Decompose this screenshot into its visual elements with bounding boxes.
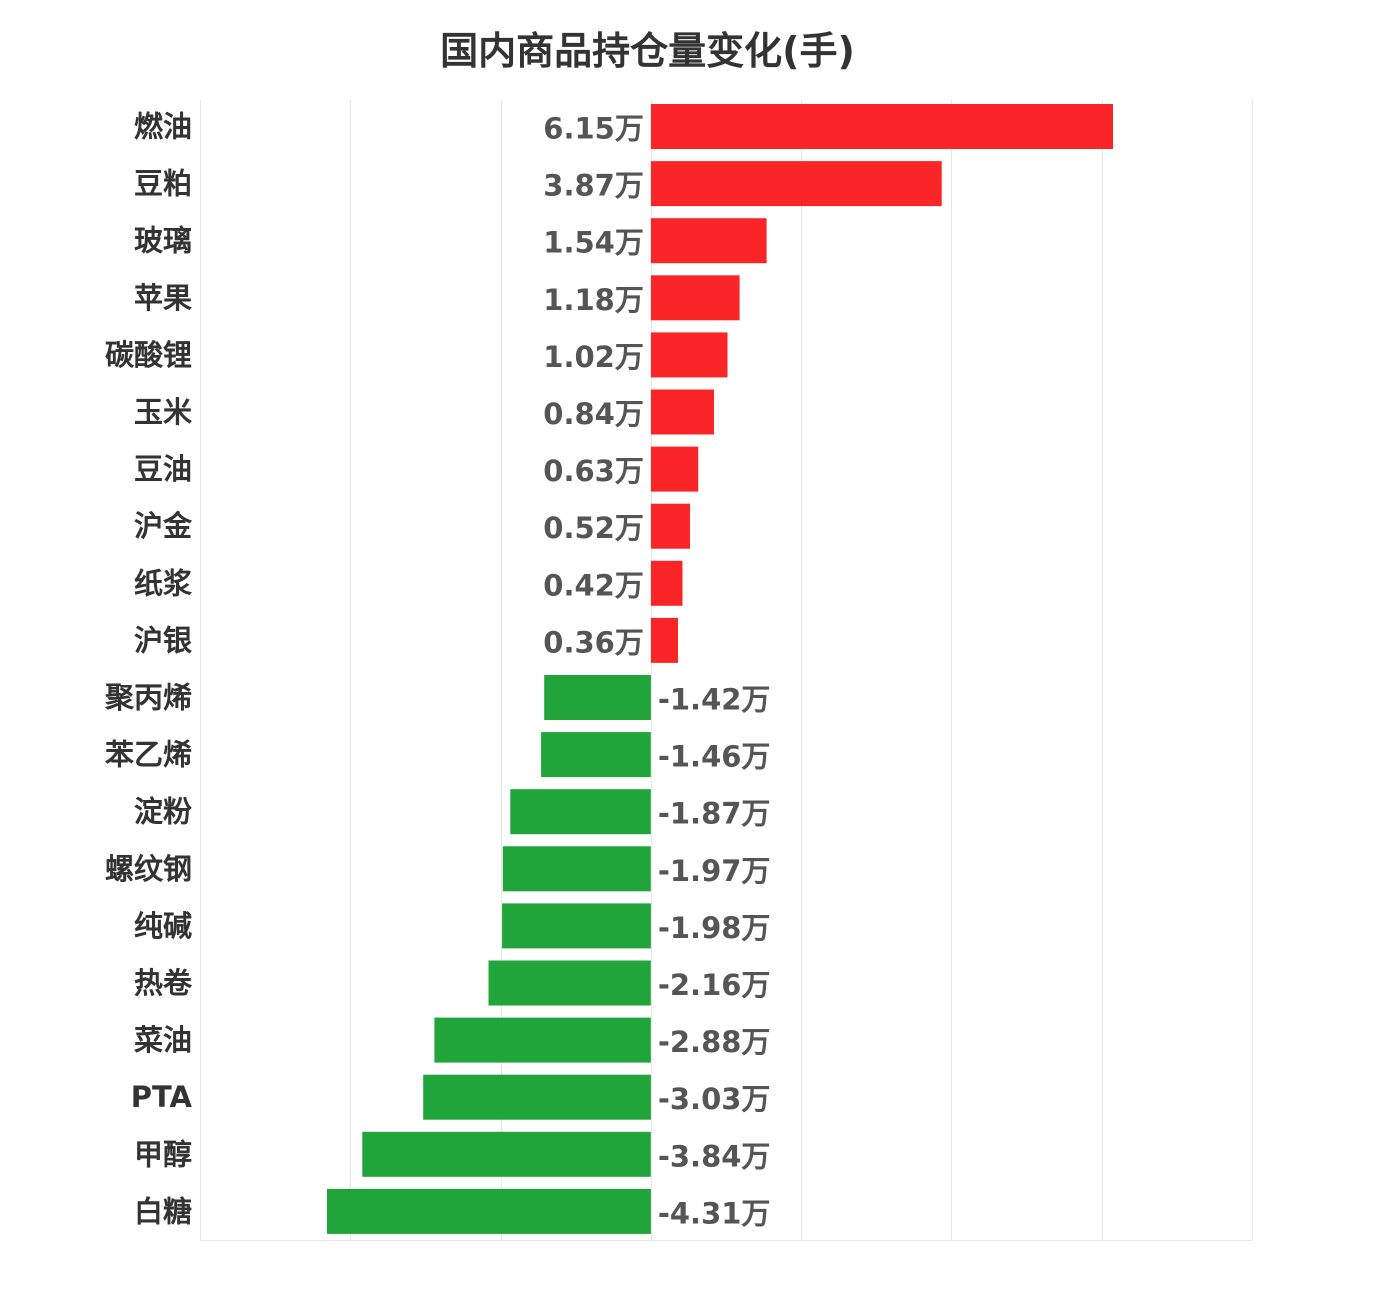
value-label: -1.46万 <box>658 740 771 774</box>
bar-negative <box>362 1131 651 1177</box>
bar-negative <box>327 1188 651 1234</box>
grid-layer <box>200 100 1253 1241</box>
value-label: 1.18万 <box>543 283 644 317</box>
category-label: 豆粕 <box>134 167 192 201</box>
bar-positive <box>650 275 740 321</box>
bar-positive <box>650 446 699 492</box>
category-label: 热卷 <box>134 966 193 1000</box>
category-label: 玻璃 <box>134 224 192 258</box>
value-label: 0.63万 <box>543 454 644 488</box>
category-label: 甲醇 <box>134 1137 192 1171</box>
value-label: -1.42万 <box>658 683 771 717</box>
category-label: 碳酸锂 <box>105 338 192 372</box>
category-label: 沪金 <box>134 509 193 543</box>
chart-title: 国内商品持仓量变化(手) <box>440 29 855 73</box>
value-label: -1.98万 <box>658 911 771 945</box>
bar-negative <box>434 1017 651 1063</box>
category-label: 燃油 <box>134 110 192 144</box>
value-label: 3.87万 <box>543 169 644 203</box>
category-label: 菜油 <box>134 1023 192 1057</box>
category-label: 玉米 <box>134 395 192 429</box>
value-label: -3.84万 <box>658 1139 771 1173</box>
value-label: 0.42万 <box>543 568 644 602</box>
category-label: 淀粉 <box>134 795 192 829</box>
value-label: 6.15万 <box>543 112 644 146</box>
category-label: 螺纹钢 <box>105 852 192 886</box>
category-label: PTA <box>131 1080 193 1114</box>
category-label: 白糖 <box>134 1194 192 1228</box>
category-label: 沪银 <box>134 623 192 657</box>
category-label: 豆油 <box>134 452 192 486</box>
value-label: 1.54万 <box>543 226 644 260</box>
bar-negative <box>502 903 651 949</box>
value-label: 0.84万 <box>543 397 644 431</box>
bar-negative <box>488 960 651 1006</box>
category-label: 纸浆 <box>134 566 193 600</box>
bar-positive <box>650 503 690 549</box>
value-label: 0.52万 <box>543 511 644 545</box>
bar-positive <box>650 332 728 378</box>
bar-negative <box>544 675 651 720</box>
category-label: 苹果 <box>134 281 192 315</box>
bar-positive <box>650 389 714 435</box>
category-label: 苯乙烯 <box>105 738 192 772</box>
bar-negative <box>541 732 651 778</box>
value-label: -2.88万 <box>658 1025 771 1059</box>
category-label: 纯碱 <box>134 909 192 943</box>
value-label: -2.16万 <box>658 968 771 1002</box>
value-label: -1.87万 <box>658 797 771 831</box>
bar-negative <box>502 846 651 892</box>
value-label: -4.31万 <box>658 1196 771 1230</box>
bar-positive <box>650 218 767 264</box>
value-label: -1.97万 <box>658 854 771 888</box>
bar-positive <box>650 161 942 207</box>
bar-positive <box>650 104 1113 149</box>
value-label: 0.36万 <box>543 625 644 659</box>
bar-negative <box>510 789 651 835</box>
value-label: -3.03万 <box>658 1082 771 1116</box>
bar-negative <box>423 1074 651 1120</box>
bar-positive <box>650 560 683 606</box>
bar-positive <box>650 617 678 663</box>
bar-layer <box>327 104 1113 1234</box>
value-label: 1.02万 <box>543 340 644 374</box>
category-label: 聚丙烯 <box>104 681 192 715</box>
